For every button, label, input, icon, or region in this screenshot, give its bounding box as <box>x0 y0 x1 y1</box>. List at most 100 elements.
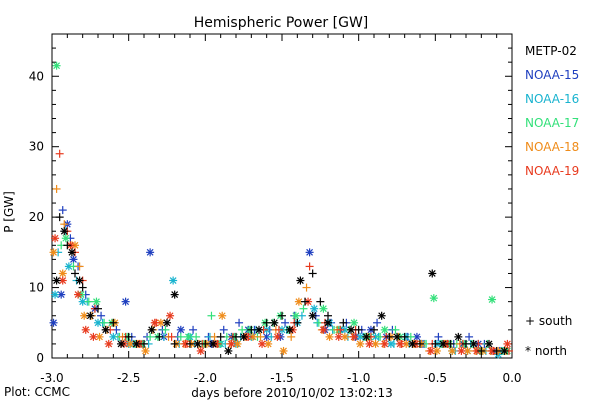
data-point-south <box>238 325 247 334</box>
legend-item: NOAA-15 <box>525 68 579 82</box>
data-point-north <box>429 294 438 303</box>
data-point-north <box>324 318 332 327</box>
data-points <box>49 61 513 359</box>
legend: METP-02 NOAA-15 NOAA-16 NOAA-17 NOAA-18 NOAA-… <box>525 44 579 178</box>
data-point-south <box>299 304 308 313</box>
data-point-north <box>356 339 365 348</box>
x-tick-label: -2.5 <box>117 371 140 385</box>
data-point-north <box>104 339 113 348</box>
legend-item: NOAA-16 <box>525 92 579 106</box>
data-point-south <box>55 149 64 158</box>
data-point-north <box>176 325 185 334</box>
data-point-north <box>454 332 463 341</box>
y-tick-labels: 0 10 20 30 40 <box>29 69 44 365</box>
data-point-north <box>319 325 328 334</box>
data-point-south <box>78 283 87 292</box>
y-axis-label: P [GW] <box>2 191 16 233</box>
data-point-north <box>169 276 178 285</box>
data-point-south <box>189 325 198 334</box>
y-tick-label: 30 <box>29 140 44 154</box>
data-point-south <box>207 311 216 320</box>
data-point-south <box>256 332 265 341</box>
data-point-north <box>291 311 300 320</box>
data-point-south <box>281 318 290 327</box>
data-point-north <box>196 346 205 355</box>
chart-title: Hemispheric Power [GW] <box>194 15 369 31</box>
data-point-north <box>377 311 386 320</box>
data-point-south <box>75 262 84 271</box>
data-point-south <box>186 339 194 348</box>
data-point-north <box>380 339 389 348</box>
data-point-north <box>218 311 227 320</box>
data-point-north <box>49 248 58 257</box>
data-point-south <box>155 332 164 341</box>
data-point-south <box>339 318 348 327</box>
data-point-south <box>63 241 72 250</box>
data-point-north <box>170 290 179 299</box>
data-point-north <box>224 346 233 355</box>
data-point-south <box>60 220 69 229</box>
data-point-south <box>235 318 244 327</box>
data-point-north <box>227 339 236 348</box>
data-point-south <box>219 325 228 334</box>
data-point-north <box>347 325 355 334</box>
legend-item: METP-02 <box>525 44 577 58</box>
data-point-north <box>146 248 155 257</box>
hemisphere-legend: + south * north <box>525 314 572 358</box>
data-point-north <box>488 295 497 304</box>
data-point-north <box>255 325 263 334</box>
data-point-north <box>463 346 472 355</box>
data-point-north <box>51 290 60 299</box>
plot-frame <box>51 33 513 359</box>
data-point-north <box>49 318 58 327</box>
data-point-south <box>477 346 486 355</box>
data-point-south <box>391 325 400 334</box>
data-point-north <box>163 318 171 327</box>
data-point-south <box>84 297 93 306</box>
data-point-south <box>170 339 179 348</box>
data-point-north <box>350 332 359 341</box>
x-tick-label: -3.0 <box>40 371 63 385</box>
data-point-north <box>457 346 466 355</box>
data-point-north <box>503 339 512 348</box>
data-point-north <box>69 255 78 264</box>
data-point-south <box>354 325 363 334</box>
data-point-south <box>146 332 155 341</box>
data-point-north <box>273 332 282 341</box>
y-tick-label: 0 <box>36 351 44 365</box>
data-point-north <box>279 346 288 355</box>
legend-item: NOAA-18 <box>525 140 579 154</box>
data-point-south <box>52 184 61 193</box>
data-point-north <box>500 346 509 355</box>
data-point-north <box>184 332 193 341</box>
data-point-north <box>296 276 305 285</box>
data-point-south <box>416 339 424 348</box>
data-point-north <box>325 332 334 341</box>
data-point-north <box>362 332 371 341</box>
data-point-north <box>308 311 317 320</box>
y-tick-label: 10 <box>29 281 44 295</box>
data-point-south <box>140 339 148 348</box>
data-point-north <box>52 276 61 285</box>
data-point-south <box>100 318 109 327</box>
data-point-south <box>201 339 210 348</box>
x-tick-label: -1.0 <box>347 371 370 385</box>
data-point-north <box>74 290 83 299</box>
data-point-north <box>305 248 314 257</box>
data-point-south <box>316 297 325 306</box>
data-point-south <box>192 332 201 341</box>
data-point-south <box>385 332 394 341</box>
data-point-north <box>209 339 217 348</box>
data-point-north <box>86 311 95 320</box>
data-point-north <box>285 325 294 334</box>
data-point-south <box>492 346 501 355</box>
data-point-north <box>101 325 110 334</box>
data-point-north <box>365 339 374 348</box>
plot-credit: Plot: CCMC <box>4 385 70 399</box>
data-point-north <box>233 339 242 348</box>
data-point-north <box>92 297 101 306</box>
data-point-north <box>58 269 67 278</box>
data-point-north <box>81 325 90 334</box>
data-point-south <box>465 332 474 341</box>
